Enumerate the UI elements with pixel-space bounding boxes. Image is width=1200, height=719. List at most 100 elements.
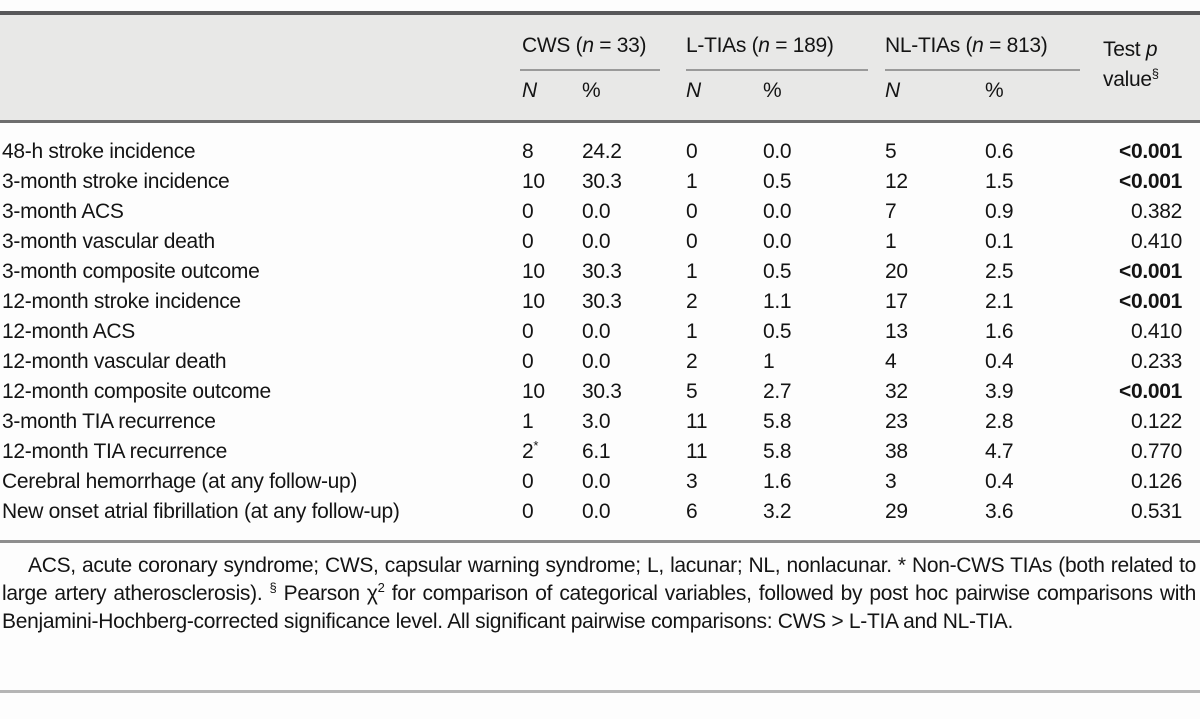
table-row: 3-month vascular death 0 0.0 0 0.0 1 0.1… <box>0 227 1182 257</box>
table-row: 12-month stroke incidence 10 30.3 2 1.1 … <box>0 287 1182 317</box>
bottom-rule <box>0 690 1200 693</box>
row-label: 12-month TIA recurrence <box>2 440 227 463</box>
table-row: 48-h stroke incidence 8 24.2 0 0.0 5 0.6… <box>0 137 1182 167</box>
cws-spanner-rule <box>520 69 660 71</box>
table-body: 48-h stroke incidence 8 24.2 0 0.0 5 0.6… <box>0 123 1182 527</box>
table-row: Cerebral hemorrhage (at any follow-up) 0… <box>0 467 1182 497</box>
cws-pct-value: 0.0 <box>582 500 611 523</box>
footnote-text: ACS, acute coronary syndrome; CWS, capsu… <box>2 554 1196 633</box>
cws-n-header: N <box>522 79 537 102</box>
ltias-pct-value: 1.1 <box>763 290 792 313</box>
ltias-pct-value: 0.5 <box>763 320 792 343</box>
table-row: 3-month TIA recurrence 1 3.0 11 5.8 23 2… <box>0 407 1182 437</box>
nltias-pct-value: 4.7 <box>985 440 1014 463</box>
cws-n-value: 0 <box>522 230 534 253</box>
nltias-n-value: 38 <box>885 440 908 463</box>
nltias-n-value: 20 <box>885 260 908 283</box>
ltias-n-value: 0 <box>686 140 698 163</box>
table-row: 12-month TIA recurrence 2* 6.1 11 5.8 38… <box>0 437 1182 467</box>
row-label: 12-month vascular death <box>2 350 227 373</box>
p-value: <0.001 <box>1118 140 1182 163</box>
ltias-n-value: 2 <box>686 290 698 313</box>
table-row: 12-month composite outcome 10 30.3 5 2.7… <box>0 377 1182 407</box>
header-bottom-rule <box>0 120 1200 123</box>
p-value: 0.382 <box>1130 200 1182 223</box>
table-row: 12-month ACS 0 0.0 1 0.5 13 1.6 0.410 <box>0 317 1182 347</box>
cws-n-value: 10 <box>522 260 545 283</box>
ltias-n-value: 6 <box>686 500 698 523</box>
cws-n-value: 10 <box>522 170 545 193</box>
ltias-pct-header: % <box>763 79 782 102</box>
ltias-pct-value: 0.0 <box>763 140 792 163</box>
nltias-pct-value: 0.9 <box>985 200 1014 223</box>
ltias-n-value: 5 <box>686 380 698 403</box>
cws-n-value: 10 <box>522 380 545 403</box>
row-label: 3-month TIA recurrence <box>2 410 216 433</box>
top-rule <box>0 11 1200 15</box>
table-row: 3-month ACS 0 0.0 0 0.0 7 0.9 0.382 <box>0 197 1182 227</box>
nltias-pct-value: 2.1 <box>985 290 1014 313</box>
col-group-ltias: L-TIAs (n = 189) <box>686 34 834 57</box>
cws-pct-value: 24.2 <box>582 140 622 163</box>
cws-n-value: 2* <box>522 438 539 463</box>
ltias-pct-value: 1.6 <box>763 470 792 493</box>
nltias-n-value: 12 <box>885 170 908 193</box>
nltias-pct-value: 1.5 <box>985 170 1014 193</box>
ltias-pct-value: 0.5 <box>763 170 792 193</box>
row-label: 3-month ACS <box>2 200 124 223</box>
cws-pct-value: 3.0 <box>582 410 611 433</box>
ltias-pct-value: 1 <box>763 350 775 373</box>
cws-n-value: 0 <box>522 200 534 223</box>
cws-pct-value: 0.0 <box>582 350 611 373</box>
nltias-pct-value: 2.5 <box>985 260 1014 283</box>
pvalue-column-header: Test p value§ <box>1103 38 1159 91</box>
nltias-n-value: 5 <box>885 140 897 163</box>
nltias-n-value: 4 <box>885 350 897 373</box>
nltias-pct-value: 0.4 <box>985 350 1014 373</box>
p-value: <0.001 <box>1118 380 1182 403</box>
table-row: 3-month stroke incidence 10 30.3 1 0.5 1… <box>0 167 1182 197</box>
ltias-n-value: 11 <box>686 440 708 463</box>
table-row: New onset atrial fibrillation (at any fo… <box>0 497 1182 527</box>
cws-pct-value: 0.0 <box>582 320 611 343</box>
ltias-pct-value: 2.7 <box>763 380 792 403</box>
p-value: 0.770 <box>1130 440 1182 463</box>
nltias-n-value: 3 <box>885 470 897 493</box>
ltias-pct-value: 0.5 <box>763 260 792 283</box>
ltias-n-value: 1 <box>686 320 698 343</box>
nltias-pct-value: 1.6 <box>985 320 1014 343</box>
nltias-n-value: 32 <box>885 380 908 403</box>
cws-pct-value: 30.3 <box>582 290 622 313</box>
ltias-spanner-rule <box>686 69 868 71</box>
ltias-n-value: 3 <box>686 470 698 493</box>
cws-pct-value: 0.0 <box>582 200 611 223</box>
p-value: <0.001 <box>1118 260 1182 283</box>
nltias-pct-value: 3.6 <box>985 500 1014 523</box>
ltias-n-value: 11 <box>686 410 708 433</box>
cws-n-value: 0 <box>522 500 534 523</box>
p-value: 0.122 <box>1130 410 1182 433</box>
ltias-n-value: 0 <box>686 200 698 223</box>
cws-pct-value: 30.3 <box>582 260 622 283</box>
nltias-spanner-rule <box>885 69 1080 71</box>
ltias-n-value: 2 <box>686 350 698 373</box>
row-label: 12-month composite outcome <box>2 380 271 403</box>
p-value: <0.001 <box>1118 170 1182 193</box>
row-label: Cerebral hemorrhage (at any follow-up) <box>2 470 358 493</box>
body-bottom-rule <box>0 540 1200 543</box>
nltias-pct-value: 3.9 <box>985 380 1014 403</box>
nltias-n-value: 1 <box>885 230 897 253</box>
cws-pct-header: % <box>582 79 601 102</box>
nltias-n-value: 13 <box>885 320 908 343</box>
nltias-n-header: N <box>885 79 900 102</box>
row-label: 48-h stroke incidence <box>2 140 196 163</box>
cws-pct-value: 6.1 <box>582 440 611 463</box>
row-label: New onset atrial fibrillation (at any fo… <box>2 500 400 523</box>
ltias-n-value: 1 <box>686 260 698 283</box>
cws-n-value: 0 <box>522 320 534 343</box>
cws-pct-value: 30.3 <box>582 170 622 193</box>
cws-n-value: 0 <box>522 470 534 493</box>
p-value: 0.531 <box>1130 500 1182 523</box>
nltias-pct-value: 0.4 <box>985 470 1014 493</box>
